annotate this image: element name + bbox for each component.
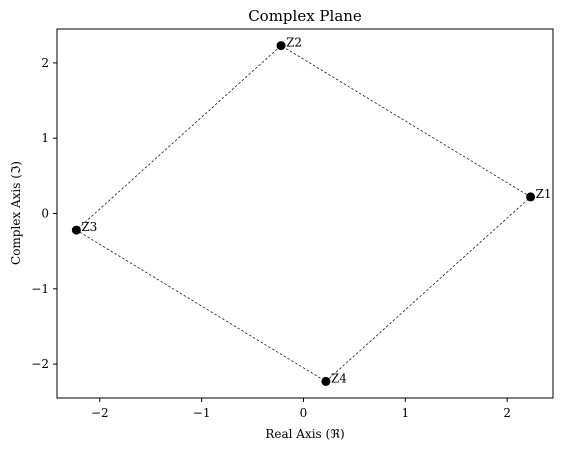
x-tick-label: −1 — [193, 406, 211, 420]
point-marker-z3 — [72, 226, 81, 235]
point-label-z4: Z4 — [331, 371, 347, 385]
point-label-z3: Z3 — [81, 220, 97, 234]
data-points: Z1 Z2 Z3 Z4 — [72, 36, 552, 386]
connector-lines — [76, 46, 530, 382]
x-tick-label: 0 — [300, 406, 308, 420]
chart-title: Complex Plane — [248, 7, 362, 25]
y-tick-label: 2 — [41, 56, 49, 70]
point-label-z1: Z1 — [536, 187, 552, 201]
y-axis-ticks: −2 −1 0 1 2 — [31, 56, 57, 371]
y-tick-label: −2 — [31, 357, 49, 371]
connector-polygon — [76, 46, 530, 382]
point-marker-z4 — [321, 377, 330, 386]
x-tick-label: 1 — [401, 406, 409, 420]
y-tick-label: 0 — [41, 207, 49, 221]
y-tick-label: 1 — [41, 131, 49, 145]
x-axis-label: Real Axis (ℜ) — [265, 427, 344, 441]
point-marker-z1 — [526, 192, 535, 201]
plot-area-frame — [57, 29, 553, 398]
y-axis-label: Complex Axis (ℑ) — [9, 161, 23, 265]
y-tick-label: −1 — [31, 282, 49, 296]
point-label-z2: Z2 — [286, 36, 302, 50]
x-tick-label: 2 — [503, 406, 511, 420]
point-marker-z2 — [277, 41, 286, 50]
x-axis-ticks: −2 −1 0 1 2 — [91, 398, 511, 420]
x-tick-label: −2 — [91, 406, 109, 420]
